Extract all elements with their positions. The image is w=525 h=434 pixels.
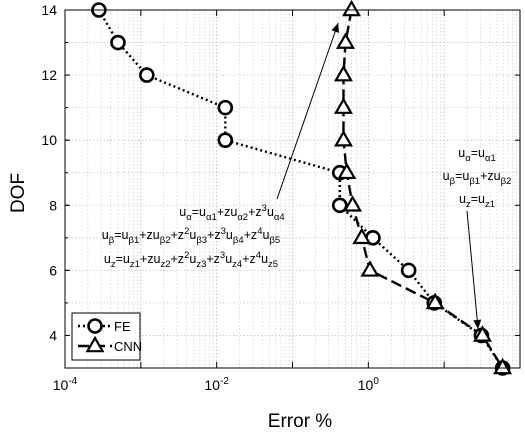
- legend: FE CNN: [71, 312, 142, 361]
- annotation-right-line: uβ=uβ1+zuβ2: [443, 169, 512, 187]
- cnn-point: [425, 292, 445, 310]
- annotation-right-line: uα=uα1: [458, 146, 496, 164]
- fe-point: [110, 34, 126, 51]
- annotation-right-arrow: [466, 210, 479, 329]
- annotation-left-line: uβ=uβ1+zuβ2+z2uβ3+z3uβ4+z4uβ5: [102, 226, 280, 246]
- cnn-point: [336, 32, 356, 49]
- annotation-right-line: uz=uz1: [459, 192, 495, 210]
- legend-label-fe: FE: [114, 319, 131, 334]
- y-tick-label: 10: [41, 132, 57, 148]
- annotation-layer: uα=uα1+zuα2+z3uα4 uβ=uβ1+zuβ2+z2uβ3+z3uβ4…: [102, 22, 512, 329]
- series-layer: [91, 0, 513, 376]
- fe-point: [139, 67, 155, 83]
- y-tick-label: 12: [41, 67, 57, 83]
- cnn-point: [342, 0, 362, 17]
- annotation-left-line: uα=uα1+zuα2+z3uα4: [179, 203, 284, 223]
- cnn-point: [337, 162, 357, 180]
- fe-point: [87, 318, 103, 334]
- y-tick-label: 6: [49, 262, 57, 278]
- legend-box: [71, 312, 141, 361]
- fe-point: [400, 262, 417, 279]
- y-tick-label: 4: [49, 327, 57, 343]
- x-tick-label: 100: [358, 376, 380, 393]
- cnn-point: [360, 260, 380, 277]
- fe-point: [217, 132, 234, 148]
- cnn-point: [333, 97, 353, 114]
- cnn-point: [352, 227, 372, 245]
- cnn-point: [85, 335, 105, 353]
- y-tick-label: 14: [41, 2, 57, 18]
- annotation-left-line: uz=uz1+zuz2+z2uz3+z3uz4+z4uz5: [104, 250, 278, 270]
- annotation-left-arrow-head: [331, 23, 339, 33]
- cnn-point: [472, 325, 492, 342]
- cnn-point: [343, 195, 363, 212]
- x-axis-title: Error %: [268, 411, 333, 432]
- fe-point: [331, 197, 348, 214]
- axes: 4 6 8 10 12 14 10-4 10-2 100: [41, 2, 521, 393]
- fe-point: [217, 99, 234, 116]
- annotation-right-arrow-head: [473, 319, 482, 329]
- annotation-left-arrow: [276, 22, 339, 200]
- legend-label-cnn: CNN: [114, 339, 142, 354]
- cnn-point: [333, 129, 353, 147]
- y-axis-title: DOF: [8, 173, 29, 213]
- x-tick-label: 10-4: [53, 376, 78, 393]
- y-tick-label: 8: [49, 197, 57, 213]
- x-tick-label: 10-2: [204, 376, 229, 393]
- cnn-point: [333, 64, 353, 82]
- cnn-point: [493, 357, 513, 375]
